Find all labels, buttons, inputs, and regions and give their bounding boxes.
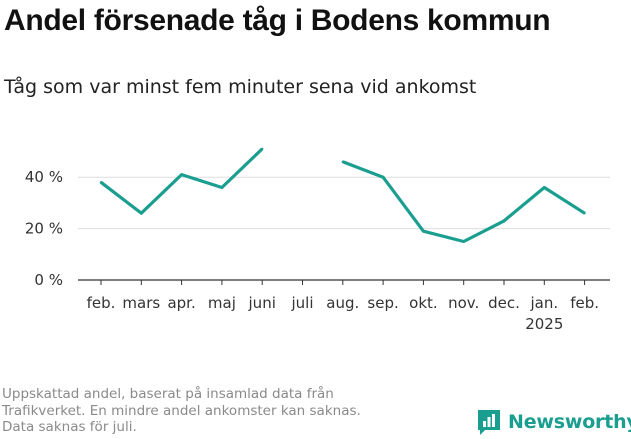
brand-name: Newsworthy — [508, 411, 631, 433]
chart-subtitle: Tåg som var minst fem minuter sena vid a… — [4, 76, 477, 98]
x-tick-label: okt. — [409, 294, 438, 312]
y-tick-label: 40 % — [25, 168, 63, 186]
data-point — [140, 211, 143, 215]
x-tick-label: feb. — [570, 294, 599, 312]
line-chart: 0 % 20 % 40 % feb. mars apr. maj juni juli aug. se… — [25, 147, 610, 333]
data-point — [422, 229, 425, 233]
x-year-label: 2025 — [525, 315, 563, 333]
x-tick-label: jan. — [529, 294, 558, 312]
footnote-line: Uppskattad andel, baserat på insamlad da… — [2, 386, 334, 402]
data-point — [583, 211, 586, 215]
data-point — [341, 160, 344, 163]
data-point — [462, 240, 465, 243]
footnote: Uppskattad andel, baserat på insamlad da… — [2, 386, 432, 436]
y-tick-label: 20 % — [25, 220, 63, 238]
data-point — [99, 181, 103, 184]
bar-chart-logo-icon — [478, 410, 500, 435]
series-line — [100, 147, 264, 215]
chart-title: Andel försenade tåg i Bodens kommun — [4, 4, 551, 37]
data-point — [180, 173, 183, 176]
footnote-line: Trafikverket. En mindre andel ankomster … — [2, 402, 361, 419]
brand-logo: Newsworthy — [476, 408, 631, 436]
series-line — [342, 160, 586, 244]
x-tick-label: dec. — [488, 294, 520, 312]
data-point — [502, 219, 506, 223]
x-tick-label: juni — [248, 294, 276, 312]
data-point — [543, 186, 546, 189]
x-tick-label: mars — [122, 294, 160, 312]
x-tick-label: feb. — [87, 294, 116, 312]
x-tick-label: aug. — [326, 294, 359, 312]
y-tick-label: 0 % — [34, 271, 63, 289]
x-tick-label: apr. — [167, 294, 195, 312]
data-point — [381, 176, 385, 179]
footnote-line: Data saknas för juli. — [2, 419, 137, 435]
x-tick-label: maj — [208, 294, 236, 312]
x-tick-label: sep. — [367, 294, 398, 312]
x-tick-label: juli — [290, 294, 313, 312]
x-tick-label: nov. — [448, 294, 479, 312]
data-point — [220, 186, 224, 189]
data-point — [261, 147, 264, 151]
